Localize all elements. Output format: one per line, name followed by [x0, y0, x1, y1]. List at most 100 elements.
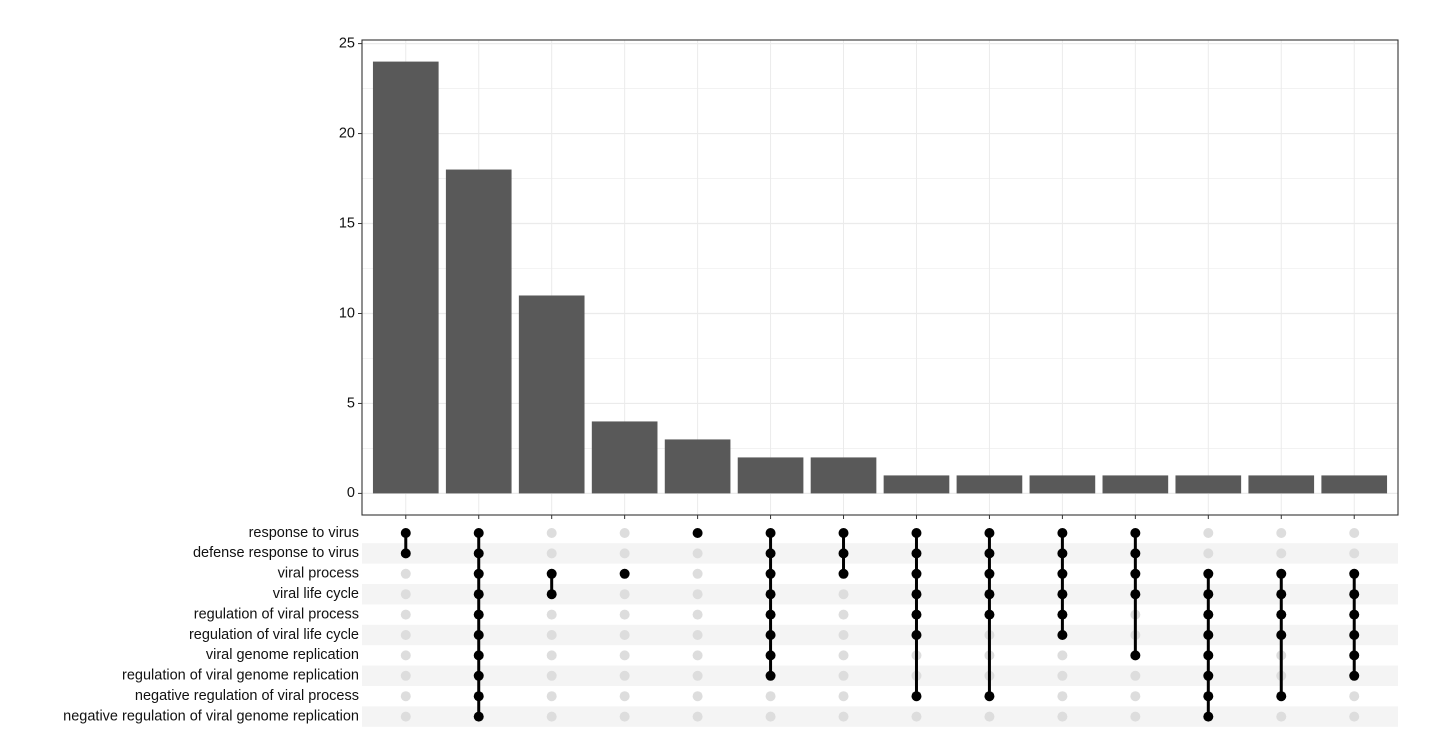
- member-dot: [1276, 691, 1287, 702]
- empty-dot: [400, 568, 411, 579]
- empty-dot: [546, 691, 557, 702]
- member-dot: [473, 630, 484, 640]
- empty-dot: [546, 650, 557, 661]
- empty-dot: [400, 670, 411, 681]
- member-dot: [1130, 589, 1141, 600]
- member-dot: [765, 589, 776, 600]
- empty-dot: [1057, 670, 1068, 681]
- member-dot: [1349, 630, 1360, 640]
- member-dot: [1203, 568, 1214, 579]
- member-dot: [1203, 691, 1214, 702]
- member-dot: [473, 589, 484, 600]
- empty-dot: [1203, 548, 1214, 559]
- set-label: defense response to virus: [193, 545, 359, 561]
- member-dot: [1276, 630, 1287, 640]
- empty-dot: [619, 670, 630, 681]
- empty-dot: [692, 568, 703, 579]
- set-label: viral genome replication: [206, 647, 359, 663]
- member-dot: [1276, 568, 1287, 579]
- empty-dot: [546, 711, 557, 722]
- bar: [518, 295, 585, 494]
- member-dot: [473, 691, 484, 702]
- empty-dot: [838, 630, 849, 640]
- member-dot: [1130, 528, 1141, 538]
- member-dot: [1057, 548, 1068, 559]
- set-label: viral life cycle: [273, 586, 359, 602]
- member-dot: [1349, 670, 1360, 681]
- member-dot: [1203, 630, 1214, 640]
- member-dot: [1203, 589, 1214, 600]
- member-dot: [838, 528, 849, 538]
- bar: [372, 61, 439, 494]
- member-dot: [1276, 609, 1287, 620]
- bar: [1029, 475, 1096, 494]
- bar: [1248, 475, 1315, 494]
- member-dot: [765, 650, 776, 661]
- empty-dot: [838, 711, 849, 722]
- empty-dot: [1349, 528, 1360, 538]
- empty-dot: [1276, 711, 1287, 722]
- empty-dot: [1057, 650, 1068, 661]
- empty-dot: [1057, 691, 1068, 702]
- set-label: regulation of viral life cycle: [189, 627, 359, 643]
- y-tick-label: 0: [347, 485, 355, 501]
- member-dot: [1349, 568, 1360, 579]
- member-dot: [619, 568, 630, 579]
- member-dot: [911, 589, 922, 600]
- member-dot: [911, 630, 922, 640]
- member-dot: [473, 711, 484, 722]
- matrix-stripe: [362, 624, 1398, 646]
- member-dot: [546, 568, 557, 579]
- y-tick-label: 25: [339, 35, 355, 51]
- empty-dot: [619, 548, 630, 559]
- empty-dot: [546, 528, 557, 538]
- bar: [591, 421, 658, 494]
- member-dot: [911, 568, 922, 579]
- bar: [883, 475, 950, 494]
- empty-dot: [619, 589, 630, 600]
- empty-dot: [400, 711, 411, 722]
- member-dot: [473, 670, 484, 681]
- empty-dot: [838, 691, 849, 702]
- bar: [810, 457, 877, 494]
- empty-dot: [619, 711, 630, 722]
- empty-dot: [765, 711, 776, 722]
- member-dot: [984, 528, 995, 538]
- member-dot: [1349, 609, 1360, 620]
- member-dot: [765, 630, 776, 640]
- member-dot: [765, 670, 776, 681]
- member-dot: [473, 528, 484, 538]
- member-dot: [400, 528, 411, 538]
- member-dot: [473, 568, 484, 579]
- member-dot: [473, 650, 484, 661]
- member-dot: [984, 548, 995, 559]
- empty-dot: [619, 691, 630, 702]
- empty-dot: [1130, 711, 1141, 722]
- member-dot: [911, 528, 922, 538]
- member-dot: [1057, 589, 1068, 600]
- member-dot: [984, 691, 995, 702]
- member-dot: [911, 609, 922, 620]
- empty-dot: [911, 711, 922, 722]
- member-dot: [1203, 650, 1214, 661]
- empty-dot: [400, 630, 411, 640]
- empty-dot: [400, 650, 411, 661]
- y-tick-label: 20: [339, 125, 355, 141]
- empty-dot: [400, 609, 411, 620]
- set-label: regulation of viral process: [194, 606, 359, 622]
- empty-dot: [692, 548, 703, 559]
- empty-dot: [692, 711, 703, 722]
- empty-dot: [400, 691, 411, 702]
- empty-dot: [546, 670, 557, 681]
- empty-dot: [692, 691, 703, 702]
- empty-dot: [546, 609, 557, 620]
- empty-dot: [1349, 548, 1360, 559]
- set-label: negative regulation of viral process: [135, 688, 359, 704]
- empty-dot: [838, 650, 849, 661]
- empty-dot: [1276, 548, 1287, 559]
- empty-dot: [692, 589, 703, 600]
- empty-dot: [619, 630, 630, 640]
- empty-dot: [546, 548, 557, 559]
